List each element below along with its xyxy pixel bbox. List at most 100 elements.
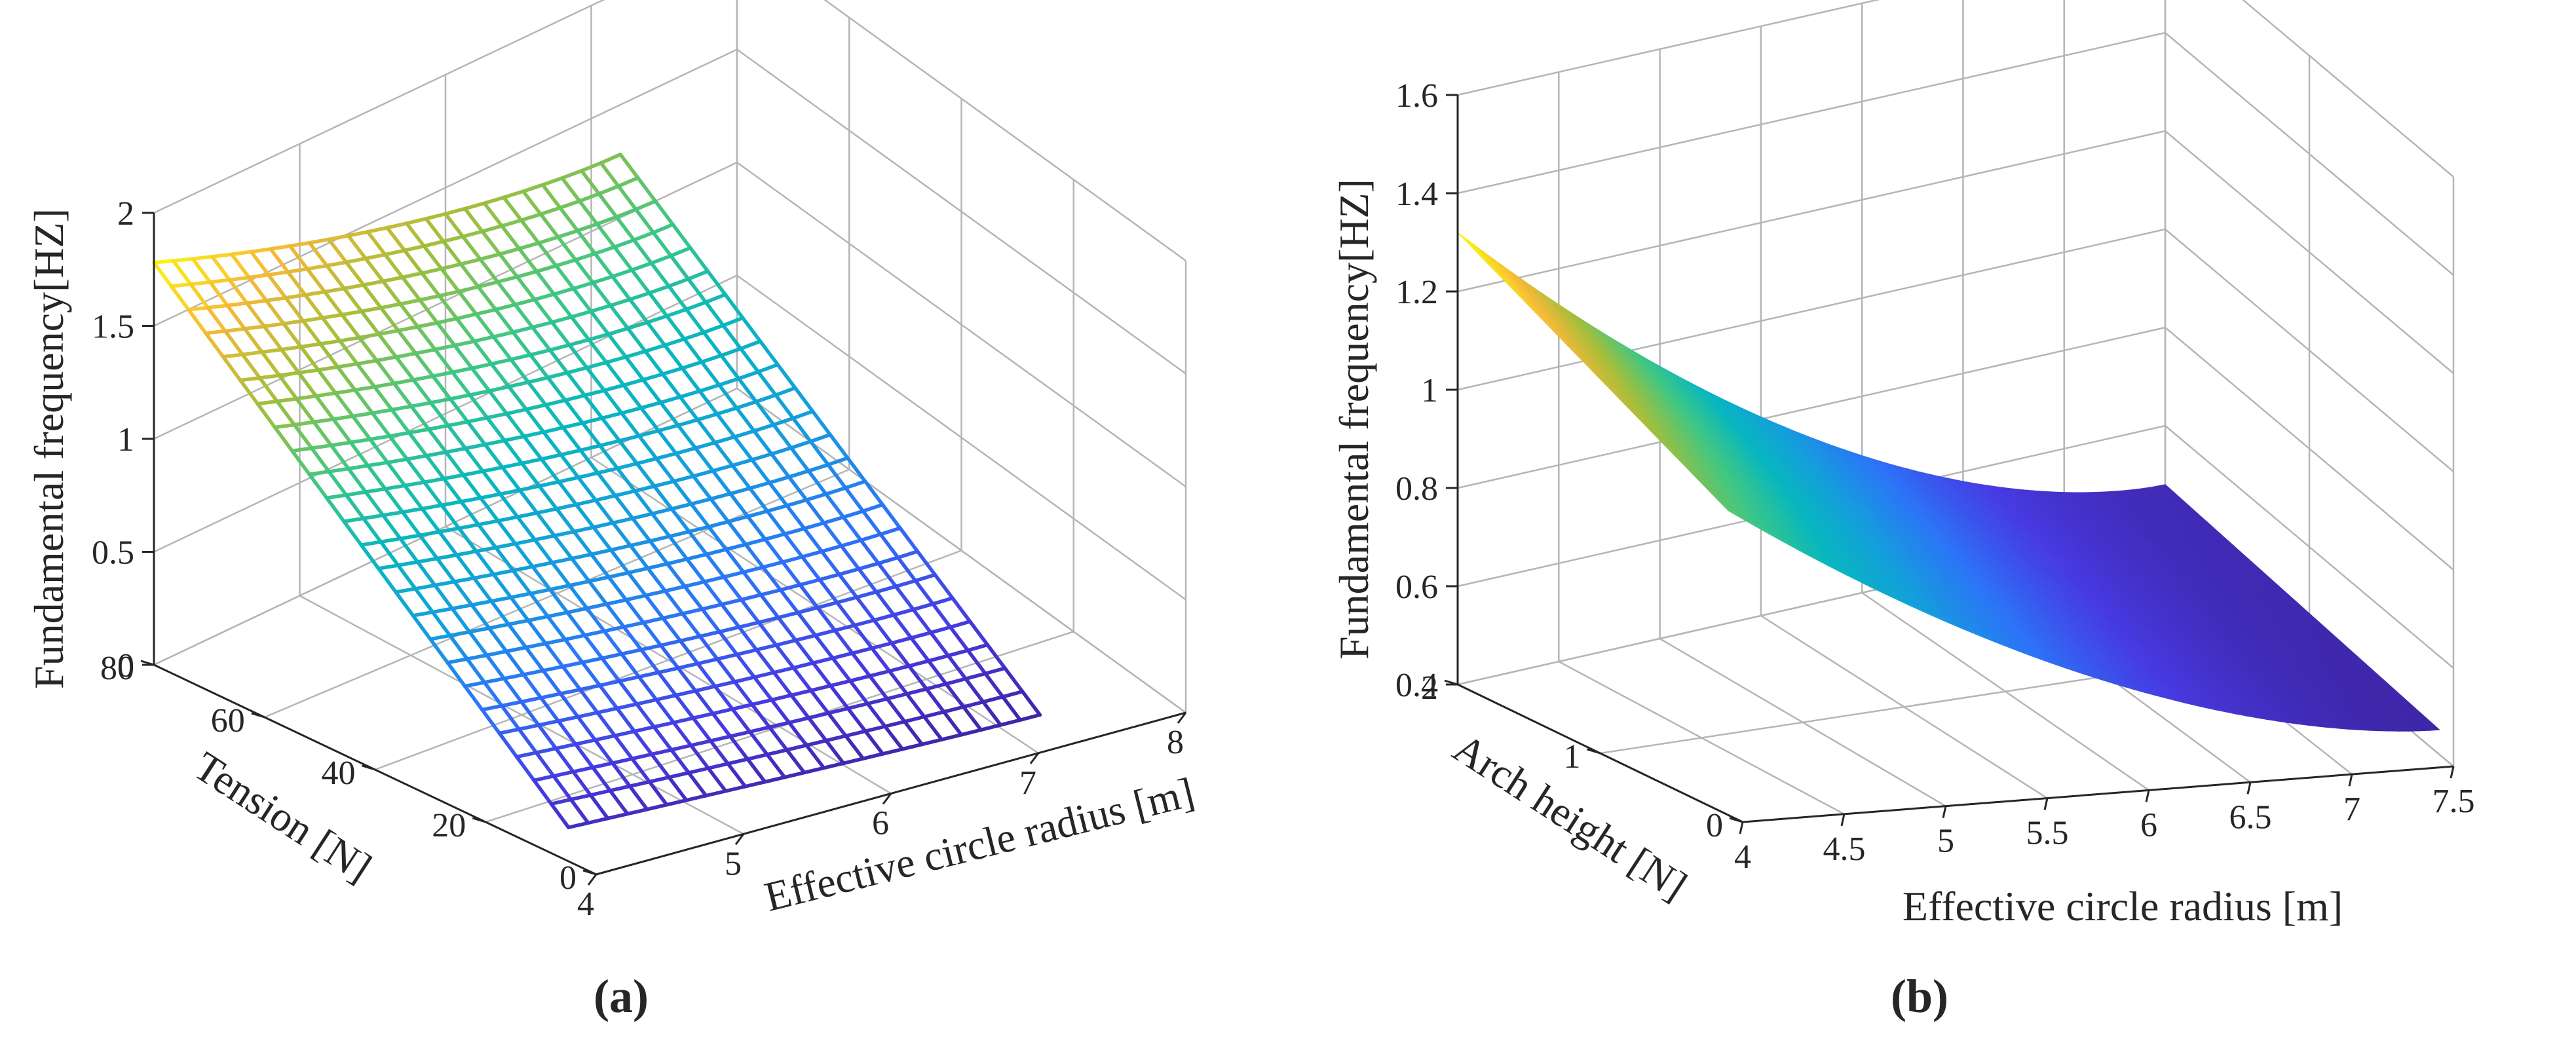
chart-a-mesh-segment	[628, 779, 652, 789]
chart-a-mesh-segment	[405, 457, 426, 484]
chart-a-mesh-segment	[450, 607, 472, 634]
chart-a-mesh-segment	[667, 775, 689, 802]
chart-a-mesh-segment	[342, 519, 364, 547]
chart-a-mesh-segment	[189, 280, 212, 286]
chart-a-mesh-segment	[715, 412, 736, 439]
chart-a-mesh-segment	[335, 362, 359, 369]
chart-a-mesh-segment	[798, 583, 820, 610]
chart-a-mesh-segment	[780, 555, 805, 564]
chart-a-mesh-segment	[620, 652, 641, 679]
chart-a-mesh-segment	[379, 302, 402, 310]
chart-a-mesh-segment	[442, 477, 463, 504]
chart-a-mesh-segment	[539, 696, 560, 723]
chart-a-mesh-segment	[303, 290, 327, 297]
chart-a-mesh-segment	[541, 669, 563, 696]
chart-a-mesh-segment	[698, 389, 719, 416]
chart-a-mesh-segment	[637, 428, 660, 438]
chart-a-mesh-segment	[726, 757, 749, 766]
chart-a-mesh-segment	[502, 434, 526, 443]
chart-a-mesh-segment	[979, 723, 1003, 732]
chart-a-mesh-segment	[400, 275, 422, 302]
chart-a-mesh-segment	[748, 730, 769, 757]
chart-a-mesh-segment	[534, 746, 558, 755]
chart-b-xtick-label: 6	[2140, 806, 2157, 844]
chart-a-mesh-segment	[750, 702, 772, 729]
chart-a-mesh-segment	[594, 493, 617, 502]
chart-a-mesh-segment	[359, 309, 381, 336]
chart-a-mesh-segment	[520, 457, 544, 466]
chart-a-mesh-segment	[684, 794, 708, 802]
chart-a-mesh-segment	[544, 398, 567, 407]
chart-a-mesh-segment	[719, 346, 743, 358]
chart-a-mesh-segment	[913, 578, 935, 606]
chart-a-mesh-segment	[362, 279, 385, 287]
chart-a-mesh-segment	[437, 526, 461, 534]
chart-a-mesh-segment	[567, 337, 591, 347]
chart-a-mesh-segment	[585, 602, 609, 610]
chart-a-mesh-segment	[560, 168, 584, 180]
chart-a-mesh-segment	[552, 286, 576, 296]
chart-a-mesh-segment	[379, 306, 400, 333]
chart-a-mesh-segment	[312, 417, 335, 424]
chart-a-mesh-segment	[739, 593, 763, 602]
chart-a-mesh-segment	[472, 572, 496, 580]
chart-a-ytick-mark	[472, 817, 486, 823]
chart-a-mesh-segment	[247, 275, 269, 303]
chart-a-mesh-segment	[870, 646, 892, 673]
chart-a-mesh-segment	[805, 498, 826, 525]
chart-a-mesh-segment	[632, 238, 654, 265]
chart-a-mesh-segment	[556, 719, 578, 746]
chart-a-mesh-segment	[552, 292, 574, 319]
chart-a-mesh-segment	[787, 469, 810, 479]
chart-a-mesh-segment	[381, 513, 402, 541]
chart-a-mesh-segment	[381, 279, 402, 306]
chart-a-mesh-segment	[482, 201, 504, 228]
chart-a-mesh-segment	[650, 512, 672, 538]
chart-a-mesh-segment	[504, 407, 528, 416]
chart-a-mesh-segment	[440, 503, 461, 531]
chart-a-mesh-segment	[208, 280, 229, 308]
chart-a-mesh-segment	[743, 779, 767, 789]
chart-a-mesh-segment	[593, 245, 616, 255]
chart-a-mesh-segment	[481, 469, 502, 496]
chart-a-mesh-segment	[472, 576, 493, 603]
chart-a-mesh-segment	[592, 521, 615, 529]
chart-a-mesh-segment	[576, 715, 597, 742]
chart-a-mesh-segment	[561, 664, 582, 692]
chart-a-mesh-segment	[774, 638, 798, 647]
chart-a-mesh-segment	[576, 711, 599, 719]
chart-a-mesh-segment	[852, 618, 877, 627]
chart-a-mesh-segment	[854, 590, 879, 599]
chart-a-mesh-segment	[822, 761, 846, 770]
chart-a-mesh-segment	[850, 651, 872, 678]
chart-a-mesh-segment	[413, 587, 435, 614]
chart-a-mesh-segment	[665, 557, 689, 566]
chart-a-mesh-segment	[702, 324, 725, 335]
chart-a-mesh-segment	[693, 684, 717, 693]
chart-a-mesh-segment	[684, 300, 708, 311]
chart-a-mesh-segment	[669, 253, 691, 281]
chart-a-mesh-segment	[628, 539, 652, 548]
chart-a-mesh-segment	[517, 727, 539, 755]
chart-a-mesh-segment	[883, 724, 905, 751]
chart-a-mesh-segment	[628, 784, 649, 812]
chart-b-caption: (b)	[1891, 970, 1948, 1022]
chart-a-mesh-segment	[763, 775, 787, 784]
chart-a-mesh-segment	[459, 496, 483, 504]
chart-a-mesh-segment	[396, 328, 418, 356]
chart-a-mesh-segment	[667, 771, 691, 779]
chart-a-mesh-segment	[557, 476, 580, 484]
chart-a-mesh-segment	[634, 199, 658, 212]
chart-a-mesh-segment	[411, 374, 435, 382]
chart-a-mesh-segment	[424, 217, 445, 244]
chart-a-mesh-segment	[829, 684, 850, 711]
chart-a-mesh-segment	[885, 692, 909, 701]
chart-a-mesh-segment	[286, 267, 309, 274]
chart-a-mesh-segment	[415, 325, 437, 352]
chart-a-mesh-segment	[915, 550, 937, 577]
chart-a-mesh-segment	[466, 416, 489, 424]
chart-a-mesh-segment	[604, 355, 628, 365]
chart-a-mesh-segment	[267, 272, 288, 300]
chart-a-mesh-segment	[501, 465, 522, 493]
chart-a-mesh-segment	[1000, 695, 1023, 722]
